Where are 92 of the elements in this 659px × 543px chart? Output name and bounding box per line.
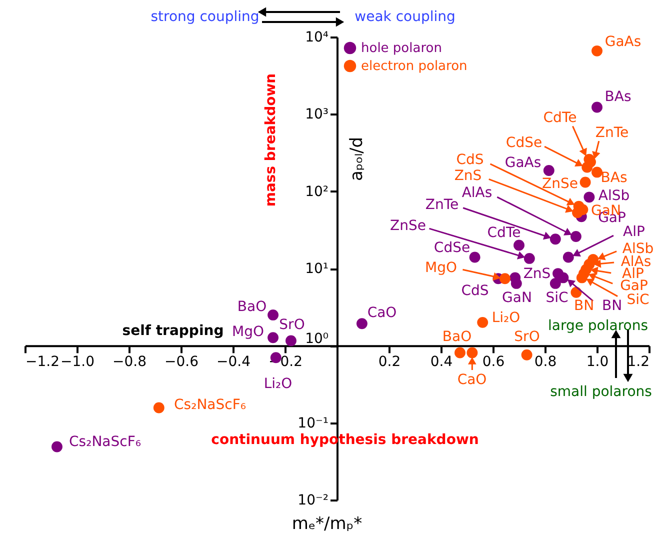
point — [543, 165, 554, 176]
point — [268, 332, 279, 344]
point — [466, 347, 478, 358]
text: weak coupling — [354, 9, 456, 25]
annotation: Cs₂NaScF₆ — [174, 397, 246, 413]
point — [592, 166, 602, 178]
annotation: SiC — [626, 292, 650, 308]
point — [524, 252, 535, 264]
annotation: CdTe — [487, 225, 521, 241]
x-tick-label: −1.0 — [60, 354, 94, 370]
x-tick-label: −0.6 — [164, 354, 199, 370]
point — [52, 441, 62, 452]
annotation: BN — [574, 298, 594, 314]
annotation: CdSe — [506, 135, 542, 151]
annotation: SrO — [514, 329, 540, 345]
annotation: Cs₂NaScF₆ — [69, 434, 142, 450]
point — [268, 309, 279, 320]
point — [510, 272, 521, 284]
point — [576, 272, 588, 284]
annotation: CaO — [457, 372, 487, 388]
annotation: AlSb — [598, 188, 630, 204]
x-tick-label: 1.0 — [586, 354, 609, 370]
x-tick-label: 0.2 — [378, 354, 401, 370]
annotation: Li₂O — [264, 376, 292, 392]
y-tick-label: 10⁻¹ — [298, 415, 328, 432]
text: strong coupling — [150, 9, 260, 25]
point — [356, 318, 368, 330]
annotation: self trapping — [122, 323, 224, 339]
annotation: MgO — [232, 324, 264, 340]
point — [584, 192, 595, 203]
point — [469, 252, 480, 263]
annotation: ZnSe — [542, 176, 578, 192]
annotation: CdSe — [434, 240, 470, 256]
annotation: ZnTe — [595, 125, 629, 141]
y-tick-label: 10⁻² — [298, 492, 328, 508]
point — [550, 234, 561, 245]
annotation: GaP — [620, 278, 648, 294]
y-tick-label: 10² — [305, 184, 328, 200]
point — [286, 335, 296, 346]
point — [580, 176, 591, 188]
legend-label: electron polaron — [361, 59, 468, 74]
annotation: BaO — [237, 299, 267, 315]
point — [514, 240, 524, 251]
x-tick-label: −1.2 — [26, 354, 60, 370]
annotation: CaO — [367, 305, 397, 321]
x-tick-label: 0.6 — [482, 354, 505, 370]
annotation: large polarons — [548, 318, 648, 334]
annotation: GaN — [502, 290, 532, 306]
annotation: AlAs — [462, 185, 492, 201]
x-tick-label: 0.4 — [430, 354, 453, 370]
annotation: MgO — [425, 260, 457, 276]
point — [558, 272, 569, 284]
x-tick-label: 0.8 — [534, 354, 557, 370]
annotation: BN — [602, 298, 622, 314]
annotation: CdTe — [543, 110, 577, 126]
y-tick-label: 10³ — [305, 106, 328, 123]
annotation: small polarons — [550, 384, 652, 400]
y-tick-label: 10⁰ — [305, 331, 329, 348]
annotation: BAs — [600, 170, 628, 186]
annotation: ZnS — [454, 168, 482, 184]
point — [454, 347, 466, 358]
annotation: CdS — [456, 152, 484, 168]
point — [550, 278, 561, 289]
point — [477, 316, 488, 328]
y-axis-title: aₚₒₗ/d — [347, 136, 367, 182]
annotation: ZnS — [523, 266, 551, 282]
annotation: AlP — [623, 224, 645, 240]
point — [521, 349, 532, 360]
point — [562, 252, 574, 263]
point — [570, 231, 582, 242]
x-tick-label: −0.4 — [216, 354, 251, 370]
y-tick-label: 10¹ — [305, 261, 328, 277]
annotation: GaAs — [504, 155, 542, 171]
annotation: SrO — [279, 317, 305, 333]
annotation: ZnTe — [425, 197, 459, 213]
point — [592, 45, 602, 56]
legend-label: hole polaron — [361, 41, 442, 56]
annotation: BaO — [442, 329, 472, 345]
annotation: Li₂O — [492, 310, 520, 326]
annotation: SiC — [546, 290, 568, 306]
point — [592, 102, 602, 113]
annotation: mass breakdown — [263, 73, 279, 207]
annotation: ZnSe — [390, 218, 426, 234]
annotation: CdS — [461, 283, 489, 299]
annotation: GaAs — [604, 34, 642, 50]
point — [499, 273, 510, 284]
point — [153, 402, 164, 414]
x-tick-label: −0.8 — [112, 354, 146, 370]
x-axis-title: mₑ*/mₚ* — [292, 514, 362, 534]
x-tick-label: 1.2 — [627, 354, 650, 370]
annotation: BAs — [604, 89, 632, 105]
y-tick-label: 10⁴ — [305, 30, 329, 46]
